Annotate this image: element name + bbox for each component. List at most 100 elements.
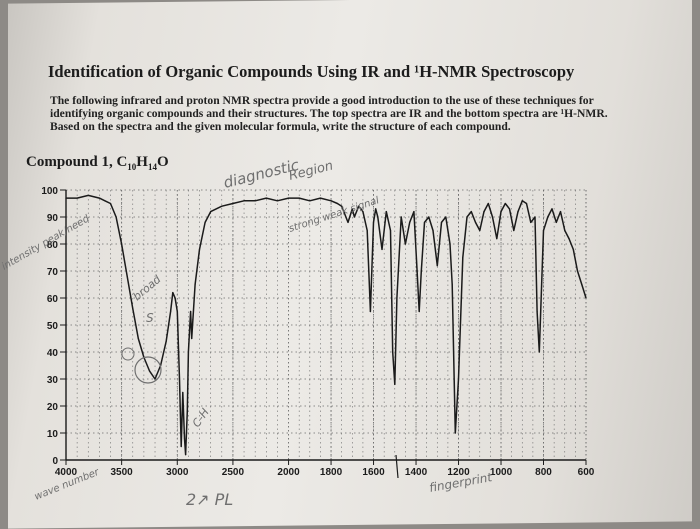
x-tick-label: 3500 <box>111 467 134 478</box>
data-point <box>192 319 194 321</box>
data-point <box>366 229 368 232</box>
chart-axes <box>60 189 587 465</box>
chart-series <box>65 194 587 456</box>
data-point <box>555 221 557 223</box>
data-point <box>98 197 100 199</box>
ir-transmittance-line <box>66 194 587 456</box>
data-point <box>454 432 456 434</box>
data-point <box>185 454 187 456</box>
data-point <box>392 351 394 353</box>
chart-grid <box>65 189 587 461</box>
data-point <box>170 310 172 313</box>
data-point <box>474 221 477 223</box>
y-tick-label: 70 <box>47 267 59 278</box>
y-tick-label: 40 <box>47 348 59 359</box>
data-point <box>525 202 528 205</box>
x-tick-label: 1000 <box>490 467 513 478</box>
data-point <box>402 229 404 232</box>
data-point <box>564 229 566 232</box>
data-point <box>115 216 117 218</box>
data-point <box>232 202 234 205</box>
data-point <box>198 248 201 250</box>
y-tick-label: 20 <box>47 402 59 413</box>
x-tick-label: 1600 <box>362 467 385 478</box>
data-point <box>372 221 375 223</box>
data-point <box>76 197 78 199</box>
data-point <box>534 216 536 218</box>
x-tick-label: 3000 <box>166 467 189 478</box>
compound-h: H <box>136 154 148 170</box>
data-point <box>243 200 245 202</box>
data-point <box>336 202 339 205</box>
data-point <box>381 248 383 250</box>
data-point <box>418 310 420 313</box>
data-point <box>375 208 377 210</box>
data-point <box>396 297 398 299</box>
data-point <box>148 370 151 372</box>
y-tick-label: 30 <box>47 375 59 386</box>
data-point <box>353 216 356 218</box>
data-point <box>276 200 279 202</box>
y-tick-label: 90 <box>47 213 59 224</box>
data-point <box>500 211 502 213</box>
data-point <box>551 208 553 210</box>
data-point <box>298 197 300 199</box>
compound-label: Compound 1, C <box>26 154 128 170</box>
data-point <box>576 270 579 272</box>
data-point <box>462 256 464 259</box>
data-point <box>221 205 223 207</box>
data-point <box>559 211 562 213</box>
data-point <box>428 216 430 218</box>
x-tick-label: 2000 <box>277 467 300 478</box>
marker-line <box>395 454 399 479</box>
data-point <box>436 265 438 267</box>
data-point <box>542 229 545 232</box>
compound-c-count: 10 <box>127 162 137 172</box>
data-point <box>187 351 190 353</box>
data-point <box>400 216 402 218</box>
data-point <box>572 248 574 250</box>
y-tick-label: 80 <box>47 240 59 251</box>
note-broad: broad <box>131 272 165 303</box>
y-tick-label: 50 <box>47 321 59 332</box>
data-point <box>432 229 434 232</box>
data-point <box>287 197 290 199</box>
data-point <box>440 221 443 223</box>
instructions-paragraph: The following infrared and proton NMR sp… <box>50 94 608 133</box>
y-tick-label: 10 <box>47 429 59 440</box>
x-tick-label: 1400 <box>405 467 428 478</box>
data-point <box>409 221 411 223</box>
title-text: Identification of Organic Compounds Usin… <box>48 62 575 81</box>
data-point <box>87 194 89 196</box>
data-point <box>132 308 134 310</box>
data-point <box>194 283 196 286</box>
data-point <box>341 205 343 207</box>
data-point <box>204 221 206 223</box>
data-point <box>457 378 460 380</box>
data-point <box>420 270 422 272</box>
data-point <box>172 292 174 294</box>
data-point <box>581 283 583 286</box>
data-point <box>449 243 451 245</box>
x-tick-label: 2500 <box>222 467 245 478</box>
data-point <box>190 310 192 313</box>
data-point <box>183 437 186 439</box>
data-point <box>377 216 379 218</box>
data-point <box>347 221 349 223</box>
data-point <box>109 202 112 205</box>
data-point <box>513 229 515 232</box>
data-point <box>416 270 418 272</box>
data-point <box>182 391 184 394</box>
note-s: S <box>146 311 154 325</box>
data-point <box>126 275 128 277</box>
data-point <box>351 208 353 210</box>
data-point <box>65 197 67 199</box>
data-point <box>176 310 178 313</box>
x-tick-label: 1200 <box>447 467 470 478</box>
y-tick-label: 0 <box>52 456 58 467</box>
note-ch: C-H <box>190 406 212 430</box>
data-point <box>186 410 188 412</box>
data-point <box>362 211 364 213</box>
circled-mark <box>121 347 135 361</box>
